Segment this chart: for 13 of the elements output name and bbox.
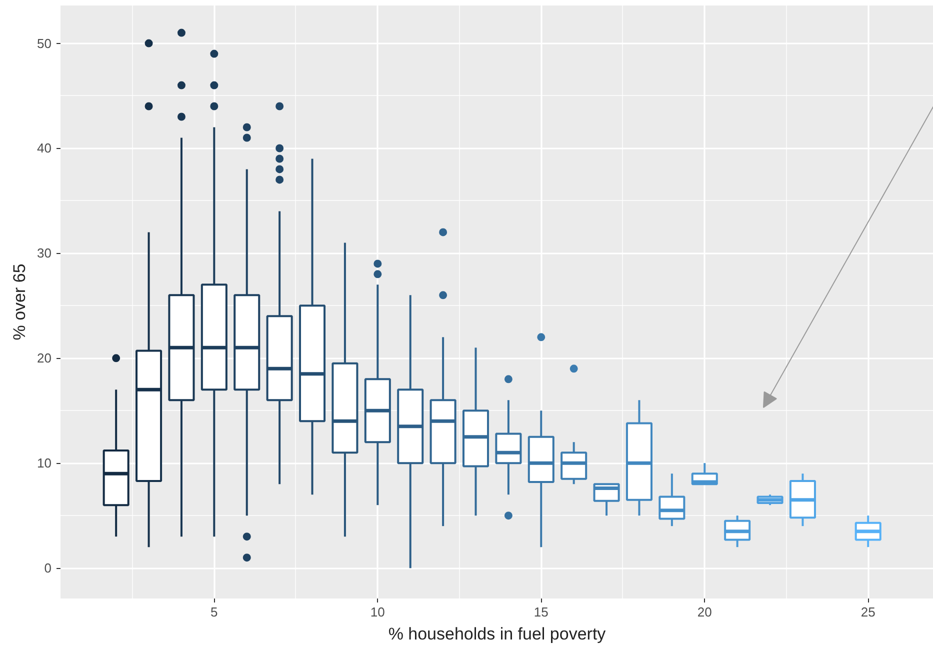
x-tick-label: 25	[860, 604, 876, 620]
x-tick-label: 20	[697, 604, 712, 620]
x-tick-label: 15	[534, 604, 548, 620]
y-axis-title: % over 65	[10, 264, 30, 340]
y-tick-label: 10	[37, 456, 52, 471]
y-tick-label: 0	[44, 560, 52, 576]
y-tick-label: 40	[37, 140, 52, 156]
x-tick-label: 10	[370, 604, 385, 620]
y-tick-label: 30	[37, 246, 52, 261]
y-tick-label: 20	[37, 350, 52, 366]
y-tick-label: 50	[37, 36, 52, 51]
x-axis-title: % households in fuel poverty	[388, 624, 606, 644]
x-tick-label: 5	[210, 604, 218, 620]
